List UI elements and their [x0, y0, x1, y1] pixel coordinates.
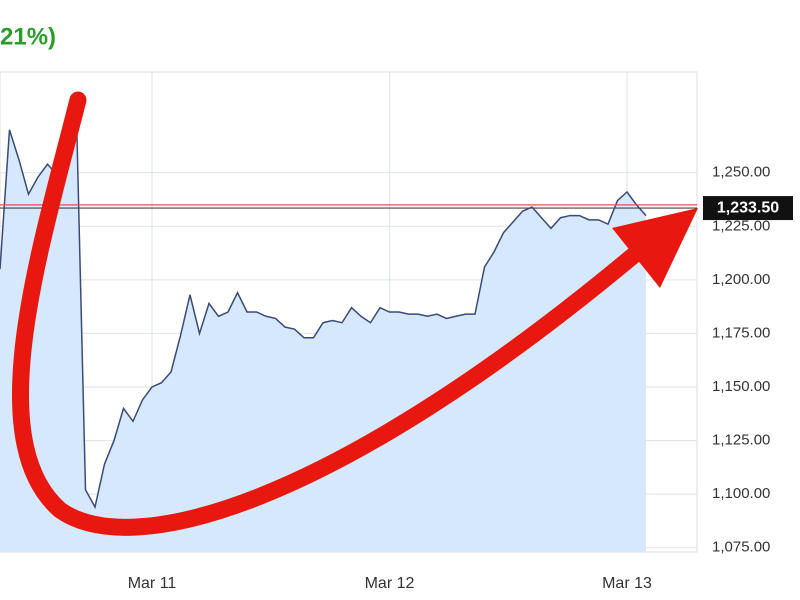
annotation-arrow	[11, 91, 649, 536]
price-line	[0, 95, 647, 510]
x-tick-label: Mar 11	[128, 575, 177, 592]
y-tick-label: 1,225.00	[712, 217, 770, 234]
x-tick-label: Mar 13	[602, 575, 652, 592]
plot-area: 1,075.00 1,100.00 1,125.00 1,150.00 1,175.00…	[0, 71, 793, 592]
last-price-box	[703, 196, 793, 221]
x-tick-label: Mar 12	[365, 575, 415, 592]
y-tick-label: 1,100.00	[712, 485, 770, 502]
y-tick-label: 1,125.00	[712, 432, 770, 449]
y-tick-label: 1,250.00	[712, 164, 770, 181]
y-tick-label: 1,150.00	[712, 378, 770, 395]
annotation-layer	[11, 91, 698, 536]
y-tick-label: 1,075.00	[712, 539, 770, 556]
y-tick-label: 1,200.00	[712, 271, 770, 288]
annotation-arrowhead	[612, 208, 698, 288]
chart-title: 21%)	[0, 23, 56, 50]
last-price-label: 1,233.50	[717, 199, 779, 216]
y-tick-label: 1,175.00	[712, 324, 770, 341]
